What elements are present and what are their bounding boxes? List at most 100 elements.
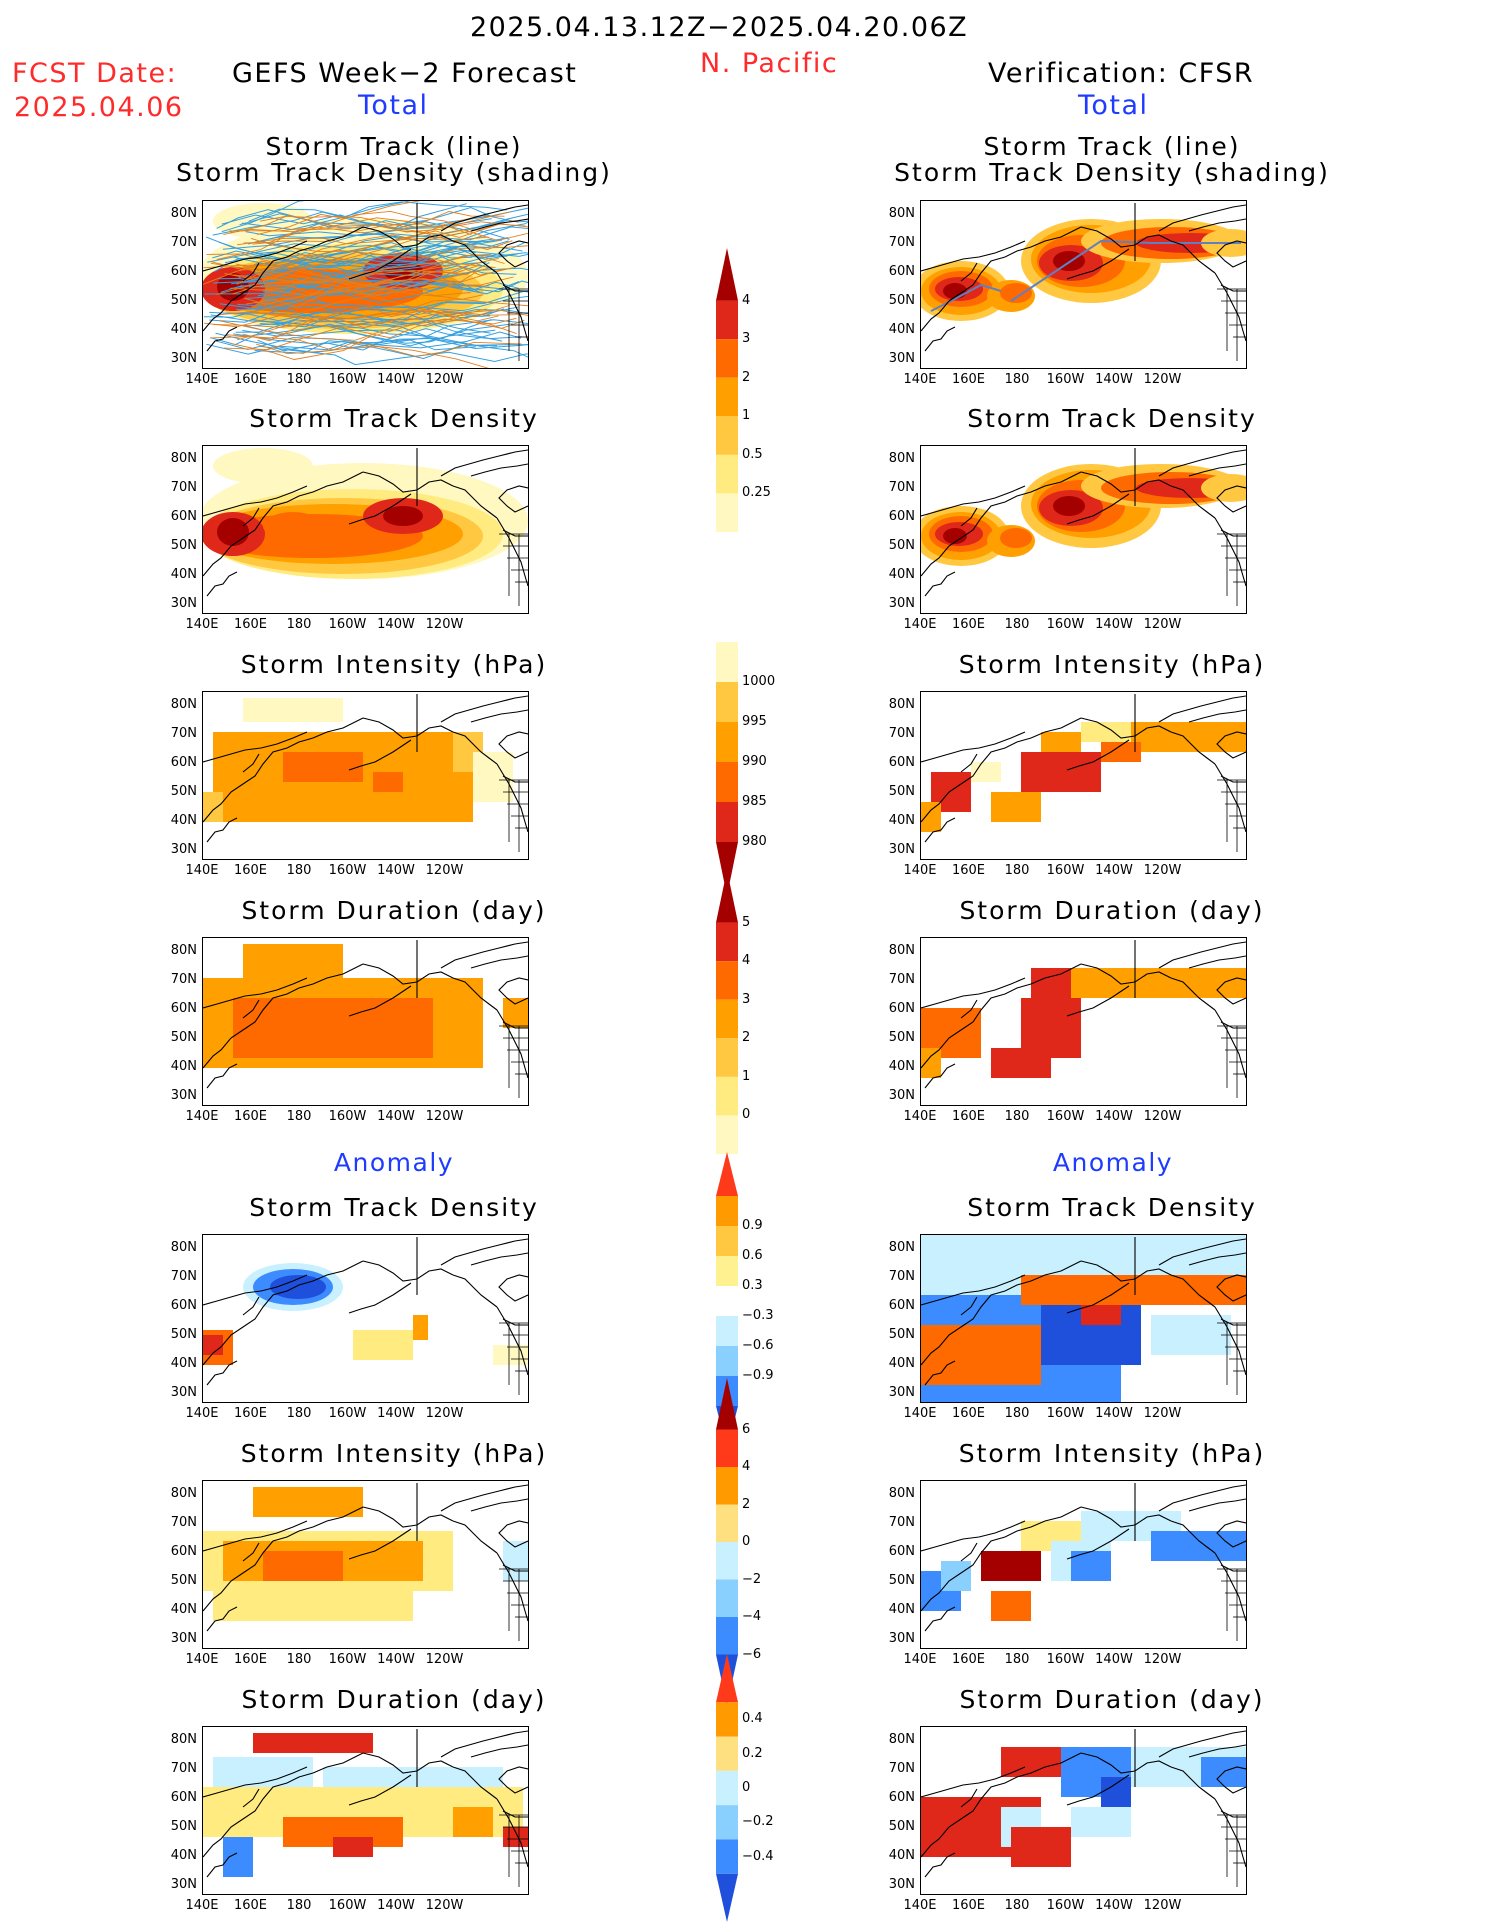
- colorbar-3: [716, 870, 738, 1154]
- left-panel-3-title: Storm Intensity (hPa): [240, 650, 548, 679]
- right-panel-5-lon-tick: 140E: [903, 1406, 937, 1421]
- colorbar-5-label: −2: [742, 1571, 762, 1587]
- left-panel-2-lon-tick: 120W: [425, 617, 464, 632]
- colorbar-6-label: 0: [742, 1780, 751, 1795]
- right-map-field-4: [921, 940, 1246, 1098]
- left-map-field-4: [203, 940, 528, 1098]
- right-panel-7-lat-tick: 50N: [888, 1819, 915, 1834]
- left-panel-7-lon-tick: 180: [286, 1898, 312, 1913]
- left-panel-2-lat-tick: 30N: [170, 596, 197, 611]
- colorbar-1-label: 1: [742, 408, 751, 424]
- left-panel-1-lon-tick: 140E: [185, 372, 219, 387]
- right-panel-5-lon-tick: 160E: [951, 1406, 986, 1421]
- fcst-date-label: FCST Date:: [12, 58, 178, 89]
- colorbar-3-label: 2: [742, 1030, 751, 1046]
- left-panel-7-lon-tick: 160E: [233, 1898, 268, 1913]
- left-map-panel-7: [202, 1726, 529, 1895]
- left-panel-6-lon-tick: 140E: [185, 1652, 219, 1667]
- left-panel-5-lat-tick: 70N: [170, 1269, 197, 1284]
- colorbar-5-label: 0: [742, 1534, 751, 1549]
- left-panel-7-lon-tick: 140W: [377, 1898, 415, 1913]
- left-panel-4-title: Storm Duration (day): [241, 896, 547, 925]
- left-panel-2-lon-tick: 160W: [328, 617, 367, 632]
- left-panel-5-lat-tick: 30N: [170, 1385, 197, 1400]
- right-panel-6-lon-tick: 160W: [1046, 1652, 1085, 1667]
- left-panel-3-lat-tick: 40N: [170, 813, 197, 828]
- left-panel-2-lon-tick: 160E: [233, 617, 268, 632]
- right-panel-7-lat-tick: 30N: [888, 1877, 915, 1892]
- right-panel-3-lon-tick: 160W: [1046, 863, 1085, 878]
- right-map-panel-5: [920, 1234, 1247, 1403]
- right-panel-6-lon-tick: 120W: [1143, 1652, 1182, 1667]
- left-panel-3-lon-tick: 160E: [233, 863, 268, 878]
- left-panel-6-lat-tick: 70N: [170, 1515, 197, 1530]
- colorbar-5-label: 2: [742, 1496, 751, 1512]
- left-panel-4-lat-tick: 40N: [170, 1059, 197, 1074]
- left-panel-5-lat-tick: 50N: [170, 1327, 197, 1342]
- left-panel-2-lon-tick: 180: [286, 617, 312, 632]
- left-panel-1-title-line2: Storm Track Density (shading): [176, 158, 612, 187]
- right-panel-6-lon-tick: 140W: [1095, 1652, 1133, 1667]
- left-panel-7-lon-tick: 120W: [425, 1898, 464, 1913]
- colorbar-1-label: 2: [742, 369, 751, 385]
- colorbar-6: [716, 1654, 738, 1922]
- colorbar-2-label: 1000: [742, 674, 776, 689]
- left-map-panel-1: [202, 200, 529, 369]
- right-panel-3-title: Storm Intensity (hPa): [958, 650, 1266, 679]
- left-panel-6-lat-tick: 80N: [170, 1486, 197, 1501]
- colorbar-3-label: 0: [742, 1107, 751, 1123]
- colorbar-2: [716, 642, 738, 896]
- colorbar-6-label: −0.2: [742, 1814, 774, 1830]
- right-map-panel-4: [920, 937, 1247, 1106]
- right-panel-1-lat-tick: 50N: [888, 293, 915, 308]
- right-panel-7-lon-tick: 160W: [1046, 1898, 1085, 1913]
- right-panel-3-lat-tick: 50N: [888, 784, 915, 799]
- colorbar-6-label: 0.4: [742, 1711, 763, 1727]
- left-panel-4-lon-tick: 180: [286, 1109, 312, 1124]
- right-panel-4-lat-tick: 60N: [888, 1001, 915, 1016]
- left-panel-2-lat-tick: 70N: [170, 480, 197, 495]
- right-panel-5-lat-tick: 30N: [888, 1385, 915, 1400]
- right-panel-2-lat-tick: 50N: [888, 538, 915, 553]
- right-panel-7-lon-tick: 120W: [1143, 1898, 1182, 1913]
- left-map-field-2: [203, 448, 528, 606]
- left-panel-1-lon-tick: 120W: [425, 372, 464, 387]
- right-map-panel-2: [920, 445, 1247, 614]
- right-panel-3-lat-tick: 80N: [888, 697, 915, 712]
- colorbar-5-label: 6: [742, 1421, 751, 1437]
- right-map-field-2: [921, 448, 1246, 606]
- right-panel-4-lon-tick: 160W: [1046, 1109, 1085, 1124]
- left-anomaly-label: Anomaly: [333, 1148, 455, 1177]
- right-panel-3-lat-tick: 60N: [888, 755, 915, 770]
- colorbar-1-label: 0.5: [742, 446, 763, 462]
- left-panel-3-lat-tick: 50N: [170, 784, 197, 799]
- right-anomaly-label: Anomaly: [1052, 1148, 1174, 1177]
- right-panel-4-title: Storm Duration (day): [959, 896, 1265, 925]
- right-panel-2-lon-tick: 160W: [1046, 617, 1085, 632]
- left-panel-1-lat-tick: 60N: [170, 264, 197, 279]
- colorbar-1: [716, 248, 738, 532]
- right-map-panel-7: [920, 1726, 1247, 1895]
- right-total-label: Total: [1078, 90, 1149, 121]
- colorbar-2-label: 995: [742, 714, 767, 729]
- right-panel-3-lat-tick: 40N: [888, 813, 915, 828]
- left-panel-4-lon-tick: 140W: [377, 1109, 415, 1124]
- right-panel-1-lat-tick: 40N: [888, 322, 915, 337]
- left-panel-7-lon-tick: 160W: [328, 1898, 367, 1913]
- right-panel-4-lon-tick: 140E: [903, 1109, 937, 1124]
- right-panel-3-lat-tick: 30N: [888, 842, 915, 857]
- right-panel-1-lon-tick: 160E: [951, 372, 986, 387]
- left-panel-3-lon-tick: 140W: [377, 863, 415, 878]
- colorbar-3-label: 5: [742, 914, 751, 930]
- left-map-panel-3: [202, 691, 529, 860]
- right-panel-1-lat-tick: 80N: [888, 206, 915, 221]
- right-panel-3-lat-tick: 70N: [888, 726, 915, 741]
- left-panel-7-lon-tick: 140E: [185, 1898, 219, 1913]
- left-panel-3-lat-tick: 70N: [170, 726, 197, 741]
- right-panel-7-lon-tick: 140E: [903, 1898, 937, 1913]
- colorbar-2-label: 990: [742, 754, 767, 769]
- right-panel-5-lat-tick: 40N: [888, 1356, 915, 1371]
- left-panel-4-lon-tick: 160E: [233, 1109, 268, 1124]
- right-panel-5-lat-tick: 80N: [888, 1240, 915, 1255]
- colorbar-2-label: 985: [742, 794, 767, 809]
